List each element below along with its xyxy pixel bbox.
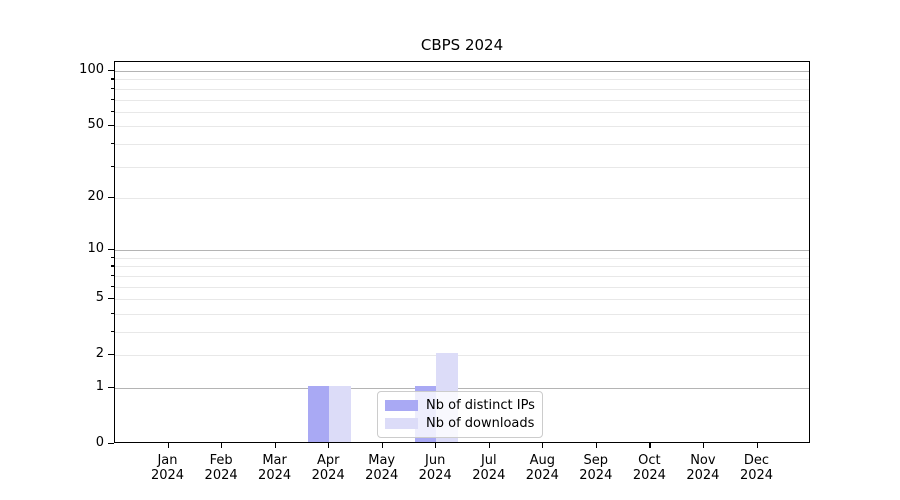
legend-label-downloads: Nb of downloads <box>426 415 535 431</box>
y-minor-tick-mark <box>111 274 114 277</box>
y-tick-label: 10 <box>87 241 104 257</box>
y-tick-label: 1 <box>95 379 104 394</box>
x-tick-label: May 2024 <box>365 453 399 483</box>
x-tick-mark <box>542 443 544 448</box>
y-minor-tick-mark <box>111 165 114 167</box>
major-gridline <box>115 250 809 252</box>
legend-swatch-downloads <box>385 417 418 429</box>
y-minor-tick-mark <box>111 354 114 356</box>
bar-distinct-ips-apr <box>307 386 330 442</box>
y-minor-tick-mark <box>111 125 114 127</box>
x-tick-mark <box>488 443 490 448</box>
x-tick-label: Aug 2024 <box>525 453 559 483</box>
x-tick-mark <box>167 443 169 448</box>
x-tick-mark <box>274 443 276 448</box>
legend-swatch-distinct-ips <box>385 400 418 412</box>
y-minor-tick-mark <box>111 285 114 287</box>
x-tick-label: Dec 2024 <box>739 453 774 483</box>
minor-gridline <box>115 355 809 357</box>
x-tick-mark <box>435 443 437 448</box>
x-tick-label: Sep 2024 <box>579 453 613 483</box>
y-minor-tick-mark <box>111 331 114 333</box>
y-minor-tick-mark <box>111 196 114 199</box>
y-tick-label: 50 <box>87 117 104 133</box>
y-minor-tick-mark <box>111 142 114 145</box>
x-tick-label: Jun 2024 <box>418 453 452 483</box>
legend-label-distinct-ips: Nb of distinct IPs <box>426 398 535 414</box>
minor-gridline <box>115 99 809 101</box>
x-tick-mark <box>381 443 383 448</box>
minor-gridline <box>115 275 809 277</box>
y-tick-label: 100 <box>79 62 104 77</box>
legend-item-downloads: Nb of downloads <box>385 415 534 432</box>
major-gridline <box>115 388 809 389</box>
minor-gridline <box>115 257 809 259</box>
x-tick-label: Apr 2024 <box>311 453 345 483</box>
x-tick-mark <box>221 443 223 448</box>
y-tick-label: 2 <box>95 346 104 362</box>
chart-title: CBPS 2024 <box>420 36 504 54</box>
minor-gridline <box>115 332 809 333</box>
y-tick-label: 5 <box>95 290 104 306</box>
minor-gridline <box>115 299 809 301</box>
y-minor-tick-mark <box>111 110 114 112</box>
minor-gridline <box>115 266 809 268</box>
x-tick-mark <box>756 443 758 448</box>
y-minor-tick-mark <box>111 265 114 267</box>
y-tick-mark <box>108 387 114 389</box>
y-tick-label: 0 <box>95 435 104 450</box>
x-tick-mark <box>328 443 330 448</box>
x-tick-label: Nov 2024 <box>686 453 720 483</box>
x-tick-label: Mar 2024 <box>258 453 292 483</box>
x-tick-mark <box>702 443 705 448</box>
x-tick-label: Jul 2024 <box>472 453 506 483</box>
minor-gridline <box>115 197 809 199</box>
y-tick-mark <box>108 70 114 72</box>
legend-item-distinct-ips: Nb of distinct IPs <box>385 397 535 414</box>
x-tick-mark <box>595 443 597 448</box>
y-tick-label: 20 <box>87 188 104 204</box>
y-minor-tick-mark <box>111 298 114 300</box>
x-tick-mark <box>649 443 651 448</box>
plot-area <box>114 61 810 443</box>
y-minor-tick-mark <box>111 256 114 259</box>
x-tick-label: Jan 2024 <box>150 453 185 483</box>
minor-gridline <box>115 126 809 128</box>
y-minor-tick-mark <box>111 312 114 315</box>
y-minor-tick-mark <box>111 98 114 100</box>
legend: Nb of distinct IPs Nb of downloads <box>377 391 543 438</box>
minor-gridline <box>115 143 809 145</box>
y-tick-mark <box>108 249 114 251</box>
bar-downloads-apr <box>329 386 351 442</box>
y-minor-tick-mark <box>111 78 114 80</box>
minor-gridline <box>115 111 809 113</box>
minor-gridline <box>115 313 809 315</box>
x-tick-label: Oct 2024 <box>632 453 666 483</box>
minor-gridline <box>115 79 809 81</box>
x-tick-label: Feb 2024 <box>204 453 238 483</box>
y-tick-mark <box>108 443 114 445</box>
minor-gridline <box>115 166 809 168</box>
minor-gridline <box>115 286 809 288</box>
major-gridline <box>115 71 809 72</box>
y-minor-tick-mark <box>111 87 114 89</box>
minor-gridline <box>115 88 809 90</box>
